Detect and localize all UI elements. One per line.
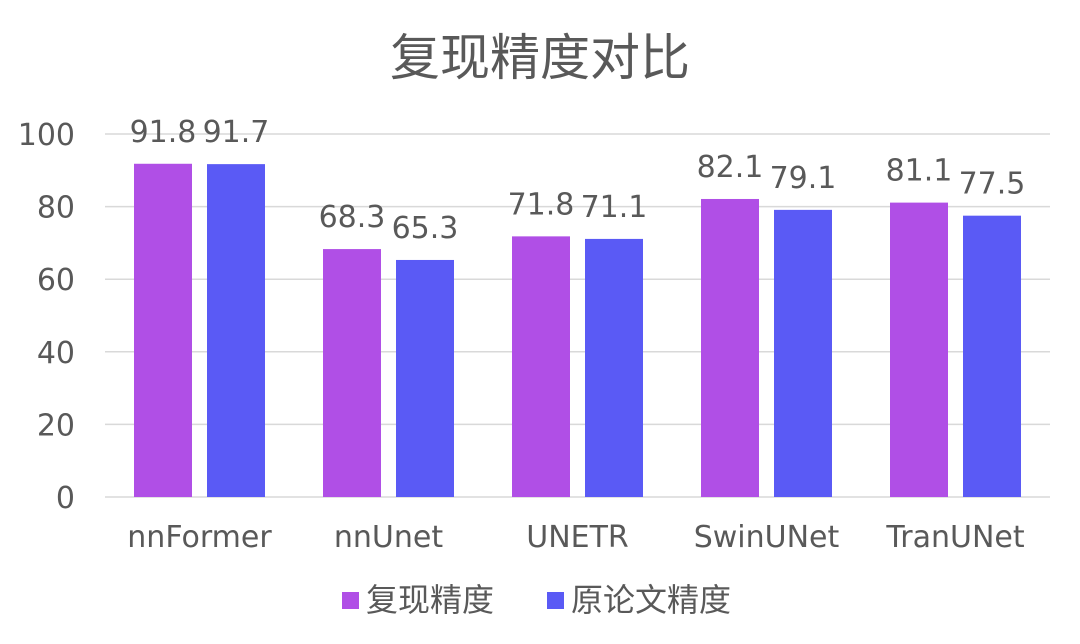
data-label: 71.8 [508, 187, 575, 222]
bar [890, 202, 948, 497]
y-tick-label: 0 [56, 481, 75, 516]
y-tick-label: 100 [18, 118, 75, 153]
y-tick-label: 60 [37, 263, 75, 298]
bar [963, 215, 1021, 498]
x-tick-label: UNETR [526, 520, 629, 555]
bar [585, 238, 643, 498]
bar [134, 163, 192, 498]
y-tick-label: 80 [37, 191, 75, 226]
data-label: 82.1 [697, 150, 764, 185]
x-axis-ticks: nnFormer nnUnet UNETR SwinUNet TranUNet [127, 520, 1025, 555]
data-label: 91.7 [203, 115, 270, 150]
data-label: 79.1 [770, 161, 837, 196]
data-label: 68.3 [319, 200, 386, 235]
bar [774, 209, 832, 497]
bar [396, 259, 454, 497]
data-label: 71.1 [581, 190, 648, 225]
bar [323, 249, 381, 497]
data-label: 65.3 [392, 211, 459, 246]
legend: 复现精度 原论文精度 [342, 581, 731, 619]
legend-label: 原论文精度 [571, 581, 731, 619]
bar [512, 236, 570, 497]
data-labels: 91.8 91.7 68.3 65.3 71.8 71.1 82.1 79.1 81.1 77.5 [130, 115, 1026, 246]
y-axis-ticks: 0 20 40 60 80 100 [18, 118, 75, 516]
data-label: 91.8 [130, 115, 197, 150]
x-tick-label: nnFormer [127, 520, 272, 555]
bar [701, 198, 759, 498]
data-label: 77.5 [959, 167, 1026, 202]
data-label: 81.1 [886, 154, 953, 189]
chart-title: 复现精度对比 [390, 29, 690, 87]
legend-label: 复现精度 [366, 581, 494, 619]
legend-swatch [342, 592, 359, 609]
x-tick-label: nnUnet [334, 520, 443, 555]
bar [207, 164, 265, 497]
y-tick-label: 20 [37, 408, 75, 443]
x-tick-label: TranUNet [885, 520, 1025, 555]
bars [134, 163, 1021, 498]
y-tick-label: 40 [37, 336, 75, 371]
legend-swatch [547, 592, 564, 609]
x-tick-label: SwinUNet [694, 520, 840, 555]
